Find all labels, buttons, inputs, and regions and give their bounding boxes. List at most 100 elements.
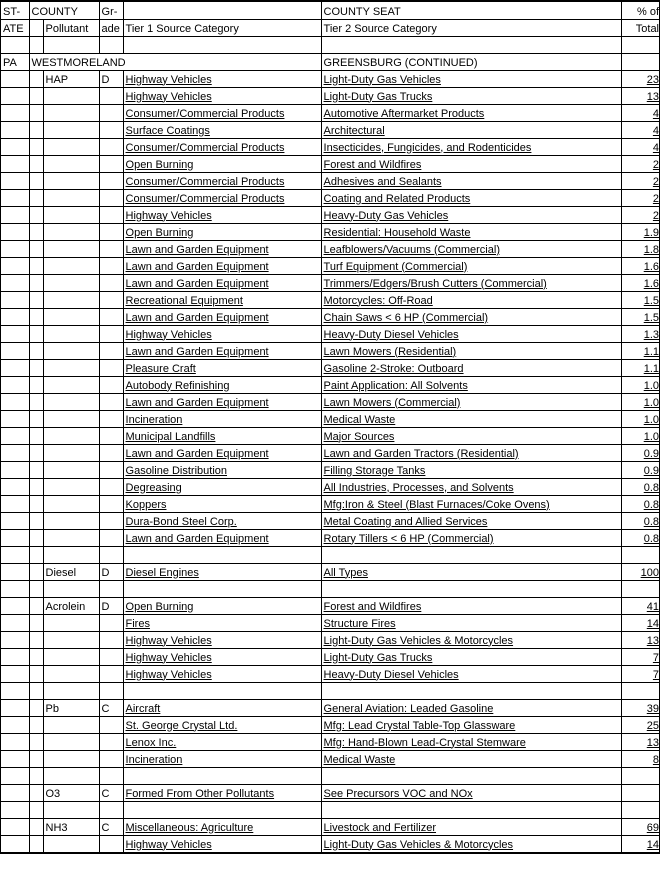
county-seat: GREENSBURG (CONTINUED): [321, 53, 621, 70]
tier2-cell: Heavy-Duty Gas Vehicles: [321, 206, 621, 223]
pct-cell: 0.9: [621, 461, 660, 478]
tier1-cell: Highway Vehicles: [123, 206, 321, 223]
pct-cell: 1.5: [621, 308, 660, 325]
tier1-cell: Lawn and Garden Equipment: [123, 257, 321, 274]
pct-cell: 14: [621, 835, 660, 852]
pct-cell: 13: [621, 733, 660, 750]
tier1-cell: Highway Vehicles: [123, 648, 321, 665]
tier1-cell: Highway Vehicles: [123, 325, 321, 342]
tier2-cell: See Precursors VOC and NOx: [321, 784, 621, 801]
tier1-cell: Incineration: [123, 410, 321, 427]
pct-cell: 1.6: [621, 257, 660, 274]
tier2-cell: Heavy-Duty Diesel Vehicles: [321, 665, 621, 682]
tier1-cell: Koppers: [123, 495, 321, 512]
tier1-cell: Miscellaneous: Agriculture: [123, 818, 321, 835]
tier1-cell: Highway Vehicles: [123, 665, 321, 682]
pct-cell: 2: [621, 206, 660, 223]
tier2-cell: Automotive Aftermarket Products: [321, 104, 621, 121]
pct-cell: 1.0: [621, 376, 660, 393]
tier2-cell: Light-Duty Gas Trucks: [321, 648, 621, 665]
tier1-cell: Consumer/Commercial Products: [123, 104, 321, 121]
tier1-cell: Lenox Inc.: [123, 733, 321, 750]
tier1-cell: Open Burning: [123, 155, 321, 172]
pct-cell: 8: [621, 750, 660, 767]
tier1-cell: Consumer/Commercial Products: [123, 138, 321, 155]
tier1-cell: Consumer/Commercial Products: [123, 172, 321, 189]
tier1-cell: Aircraft: [123, 699, 321, 716]
pct-cell: 23: [621, 70, 660, 87]
pct-cell: 25: [621, 716, 660, 733]
tier1-cell: Lawn and Garden Equipment: [123, 529, 321, 546]
tier1-cell: Highway Vehicles: [123, 835, 321, 852]
tier2-cell: Architectural: [321, 121, 621, 138]
hdr-pollutant: Pollutant: [43, 19, 99, 36]
tier1-cell: Open Burning: [123, 223, 321, 240]
tier2-cell: Filling Storage Tanks: [321, 461, 621, 478]
pct-cell: 14: [621, 614, 660, 631]
tier1-cell: Gasoline Distribution: [123, 461, 321, 478]
tier2-cell: Light-Duty Gas Vehicles: [321, 70, 621, 87]
tier1-cell: Lawn and Garden Equipment: [123, 274, 321, 291]
county-name: WESTMORELAND: [29, 53, 321, 70]
hdr-tier1: Tier 1 Source Category: [123, 19, 321, 36]
tier2-cell: Rotary Tillers < 6 HP (Commercial): [321, 529, 621, 546]
tier1-cell: Lawn and Garden Equipment: [123, 342, 321, 359]
tier1-cell: Lawn and Garden Equipment: [123, 444, 321, 461]
pct-cell: 69: [621, 818, 660, 835]
tier1-cell: Incineration: [123, 750, 321, 767]
tier2-cell: Major Sources: [321, 427, 621, 444]
state-code: PA: [1, 53, 29, 70]
pct-cell: 7: [621, 665, 660, 682]
pct-cell: 4: [621, 121, 660, 138]
grade-label: D: [99, 563, 123, 580]
pct-cell: 0.8: [621, 529, 660, 546]
grade-label: D: [99, 70, 123, 87]
tier2-cell: Chain Saws < 6 HP (Commercial): [321, 308, 621, 325]
tier1-cell: Diesel Engines: [123, 563, 321, 580]
pct-cell: 0.8: [621, 495, 660, 512]
tier1-cell: Formed From Other Pollutants: [123, 784, 321, 801]
hdr-seat: COUNTY SEAT: [321, 2, 621, 19]
tier2-cell: Paint Application: All Solvents: [321, 376, 621, 393]
pct-cell: 7: [621, 648, 660, 665]
pct-cell: 4: [621, 138, 660, 155]
pollutant-label: Diesel: [43, 563, 99, 580]
tier2-cell: Forest and Wildfires: [321, 155, 621, 172]
pct-cell: 2: [621, 172, 660, 189]
tier2-cell: Insecticides, Fungicides, and Rodenticid…: [321, 138, 621, 155]
pct-cell: 39: [621, 699, 660, 716]
tier2-cell: All Industries, Processes, and Solvents: [321, 478, 621, 495]
pollutant-label: O3: [43, 784, 99, 801]
tier2-cell: Lawn Mowers (Commercial): [321, 393, 621, 410]
pollutant-label: Acrolein: [43, 597, 99, 614]
tier1-cell: Lawn and Garden Equipment: [123, 308, 321, 325]
tier1-cell: Dura-Bond Steel Corp.: [123, 512, 321, 529]
tier1-cell: Open Burning: [123, 597, 321, 614]
tier2-cell: Structure Fires: [321, 614, 621, 631]
tier1-cell: Highway Vehicles: [123, 70, 321, 87]
pct-cell: 1.1: [621, 359, 660, 376]
tier2-cell: Mfg: Lead Crystal Table-Top Glassware: [321, 716, 621, 733]
pct-cell: 13: [621, 87, 660, 104]
tier2-cell: Turf Equipment (Commercial): [321, 257, 621, 274]
pollutant-label: Pb: [43, 699, 99, 716]
tier2-cell: Heavy-Duty Diesel Vehicles: [321, 325, 621, 342]
tier2-cell: Residential: Household Waste: [321, 223, 621, 240]
pct-cell: 1.9: [621, 223, 660, 240]
pollutant-label: HAP: [43, 70, 99, 87]
pct-cell: 100: [621, 563, 660, 580]
tier2-cell: Medical Waste: [321, 410, 621, 427]
hdr-state: ST-: [1, 2, 29, 19]
pct-cell: 13: [621, 631, 660, 648]
emissions-table: ST-COUNTYGr-COUNTY SEAT% ofATEPollutanta…: [1, 2, 660, 853]
tier1-cell: Surface Coatings: [123, 121, 321, 138]
tier2-cell: Coating and Related Products: [321, 189, 621, 206]
tier1-cell: Fires: [123, 614, 321, 631]
grade-label: C: [99, 699, 123, 716]
tier2-cell: Trimmers/Edgers/Brush Cutters (Commercia…: [321, 274, 621, 291]
pct-cell: 1.1: [621, 342, 660, 359]
tier1-cell: Consumer/Commercial Products: [123, 189, 321, 206]
pct-cell: 1.0: [621, 393, 660, 410]
pct-cell: 1.5: [621, 291, 660, 308]
pct-cell: 1.8: [621, 240, 660, 257]
